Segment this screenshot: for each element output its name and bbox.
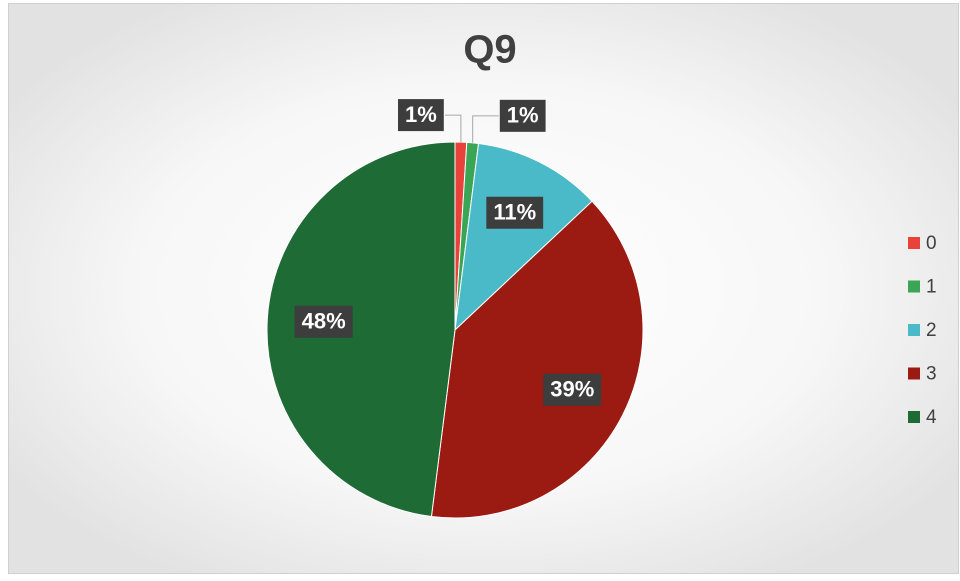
legend-swatch — [908, 324, 920, 336]
data-label-box — [543, 373, 602, 406]
legend-label: 4 — [926, 407, 937, 428]
data-label: 1% — [507, 103, 539, 128]
data-label: 1% — [405, 102, 437, 127]
data-label-box — [398, 99, 444, 132]
legend-swatch — [908, 411, 920, 423]
legend-label: 1 — [926, 277, 937, 298]
pie-slice — [430, 200, 644, 519]
legend-swatch — [908, 280, 920, 293]
leader-line — [444, 114, 462, 143]
data-label: 11% — [493, 200, 536, 225]
data-label-box — [486, 196, 544, 229]
legend-label: 2 — [926, 320, 937, 341]
chart-title: Q9 — [463, 28, 516, 72]
legend-swatch — [908, 367, 920, 380]
legend-swatch — [908, 237, 920, 249]
pie-slice — [266, 141, 456, 518]
data-label: 39% — [550, 377, 594, 402]
leader-line — [472, 115, 499, 143]
legend-label: 3 — [926, 364, 937, 385]
pie-slice — [454, 142, 593, 332]
data-label: 48% — [302, 309, 346, 334]
data-label-box — [499, 99, 546, 132]
legend-label: 0 — [926, 233, 937, 254]
data-label-box — [294, 305, 353, 338]
